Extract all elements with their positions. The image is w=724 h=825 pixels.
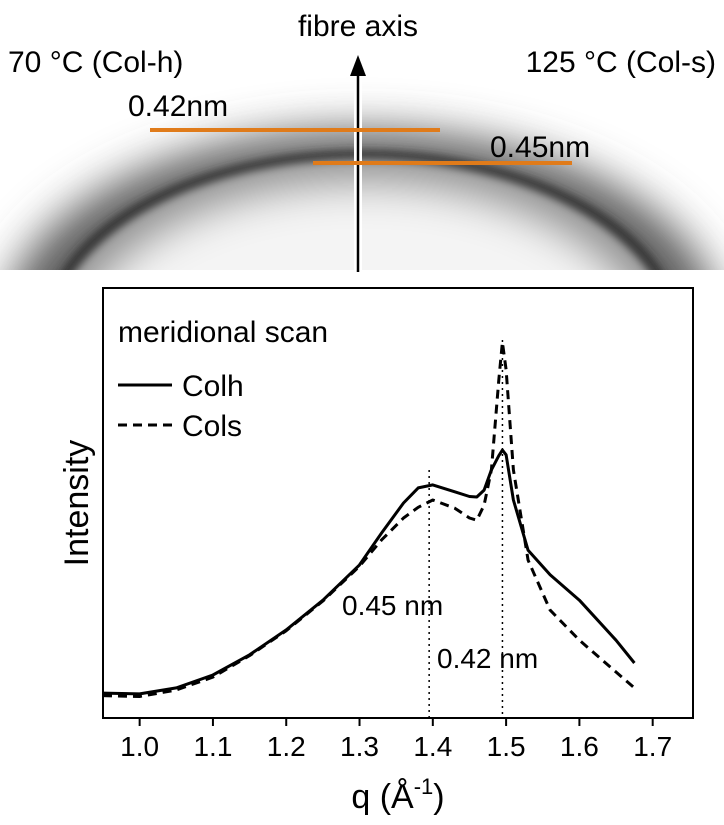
x-tick-label: 1.6: [560, 731, 599, 762]
plot-frame: [102, 287, 694, 719]
x-axis-label-sup: -1: [414, 774, 434, 799]
right-label: 125 °C (Col-s): [526, 46, 716, 79]
x-tick-label: 1.7: [633, 731, 672, 762]
spacing-label: 0.42nm: [128, 90, 228, 123]
annotation-label: 0.45 nm: [342, 590, 443, 621]
left-label: 70 °C (Col-h): [8, 46, 183, 79]
y-axis-label: Intensity: [58, 440, 96, 567]
x-axis-label-part: ): [433, 778, 444, 816]
chart-title: meridional scan: [118, 316, 328, 349]
spacing-label: 0.45nm: [490, 131, 590, 164]
axis-label: fibre axis: [298, 10, 418, 43]
legend-label: Colh: [182, 370, 244, 403]
series-line: [102, 448, 636, 696]
series-line: [102, 340, 636, 698]
x-tick-label: 1.4: [413, 731, 452, 762]
x-axis-label: q (Å-1): [351, 774, 444, 816]
x-tick-label: 1.5: [487, 731, 526, 762]
x-tick-label: 1.1: [193, 731, 232, 762]
x-tick-label: 1.2: [267, 731, 306, 762]
annotation-label: 0.42 nm: [437, 643, 538, 674]
x-tick-label: 1.3: [340, 731, 379, 762]
x-axis-label-part: q (Å: [351, 778, 414, 816]
fibre-axis-arrow: [350, 55, 366, 76]
x-tick-label: 1.0: [120, 731, 159, 762]
legend-label: Cols: [182, 410, 242, 443]
